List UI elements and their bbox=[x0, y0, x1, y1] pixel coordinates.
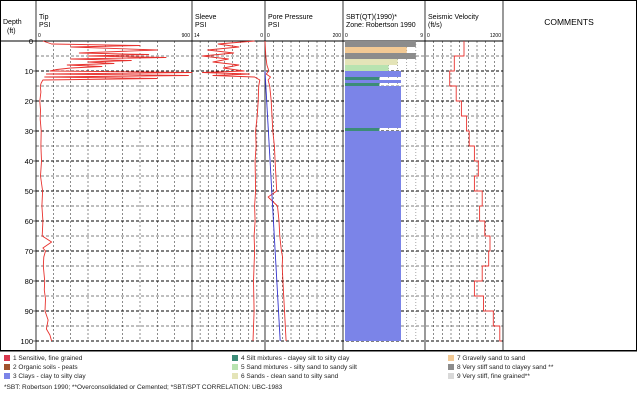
legend-item-9: 9 Very stiff, fine grained** bbox=[448, 373, 530, 381]
sbt-zone-3 bbox=[345, 131, 401, 341]
legend-item-6: 6 Sands - clean sand to silty sand bbox=[232, 373, 338, 381]
curve-tip-0 bbox=[39, 40, 193, 342]
legend-item-7: 7 Gravelly sand to sand bbox=[448, 355, 525, 363]
depth-tick-label: 40 bbox=[25, 157, 33, 166]
sbt-zone-8 bbox=[345, 53, 416, 59]
sbt-zone-4 bbox=[345, 83, 380, 86]
track-title-pore: Pore Pressure bbox=[268, 14, 313, 21]
legend-item-3: 3 Clays - clay to silty clay bbox=[4, 373, 86, 381]
curve-sleeve-0 bbox=[201, 40, 261, 342]
track-range-max-vs: 1200 bbox=[490, 33, 501, 39]
track-subtitle-tip: PSI bbox=[39, 22, 50, 29]
depth-tick-label: 90 bbox=[25, 307, 33, 316]
track-title-sbt: SBT(QT)(1990)* bbox=[346, 14, 397, 21]
track-range-min-sbt: 0 bbox=[345, 33, 348, 39]
depth-tick-label: 20 bbox=[25, 97, 33, 106]
depth-tick-label: 100 bbox=[20, 337, 33, 346]
sbt-zone-3 bbox=[345, 86, 401, 128]
track-range-min-vs: 0 bbox=[427, 33, 430, 39]
depth-tick-label: 70 bbox=[25, 247, 33, 256]
sbt-zone-7 bbox=[345, 47, 407, 53]
sbt-zone-6 bbox=[345, 59, 398, 65]
track-range-max-tip: 900 bbox=[182, 33, 191, 39]
legend-swatch bbox=[4, 355, 10, 361]
track-subtitle-sbt: Zone: Robertson 1990 bbox=[346, 22, 416, 29]
track-range-min-sleeve: 14 bbox=[194, 33, 200, 39]
track-range-max-sleeve: 0 bbox=[260, 33, 263, 39]
depth-axis-unit: (ft) bbox=[7, 28, 16, 35]
legend-swatch bbox=[448, 355, 454, 361]
sbt-zone-8 bbox=[345, 41, 416, 47]
sbt-zone-3 bbox=[345, 71, 401, 77]
legend-item-1: 1 Sensitive, fine grained bbox=[4, 355, 82, 363]
sbt-zone-4 bbox=[345, 77, 380, 80]
depth-tick-label: 80 bbox=[25, 277, 33, 286]
legend-swatch bbox=[232, 373, 238, 379]
legend-item-4: 4 Silt mixtures - clayey silt to silty c… bbox=[232, 355, 349, 363]
track-title-sleeve: Sleeve bbox=[195, 14, 217, 21]
curve-pore-0 bbox=[264, 40, 287, 342]
legend-swatch bbox=[448, 364, 454, 370]
legend-item-8: 8 Very stiff sand to clayey sand ** bbox=[448, 364, 553, 372]
track-range-max-pore: 200 bbox=[333, 33, 342, 39]
curve-vs-0 bbox=[449, 41, 502, 342]
depth-tick-label: 50 bbox=[25, 187, 33, 196]
comments-title: COMMENTS bbox=[544, 17, 594, 27]
track-range-max-sbt: 9 bbox=[420, 33, 423, 39]
legend-swatch bbox=[232, 364, 238, 370]
legend-swatch bbox=[232, 355, 238, 361]
depth-tick-label: 0 bbox=[29, 37, 33, 46]
legend-item-5: 5 Sand mixtures - silty sand to sandy si… bbox=[232, 364, 357, 372]
legend-swatch bbox=[448, 373, 454, 379]
track-subtitle-pore: PSI bbox=[268, 22, 279, 29]
sbt-zone-5 bbox=[345, 65, 389, 71]
sbt-zone-4 bbox=[345, 128, 380, 131]
track-title-vs: Seismic Velocity bbox=[428, 14, 479, 21]
curve-pore-1 bbox=[264, 70, 281, 342]
legend-swatch bbox=[4, 373, 10, 379]
depth-tick-label: 30 bbox=[25, 127, 33, 136]
legend-item-2: 2 Organic soils - peats bbox=[4, 364, 78, 372]
track-title-tip: Tip bbox=[39, 14, 49, 21]
track-subtitle-sleeve: PSI bbox=[195, 22, 206, 29]
sbt-zone-3 bbox=[345, 80, 401, 83]
track-range-min-tip: 0 bbox=[38, 33, 41, 39]
track-subtitle-vs: (ft/s) bbox=[428, 22, 442, 29]
track-range-min-pore: 0 bbox=[267, 33, 270, 39]
depth-tick-label: 10 bbox=[25, 67, 33, 76]
depth-axis-label: Depth bbox=[3, 19, 22, 26]
legend-footnote: *SBT: Robertson 1990; **Overconsolidated… bbox=[4, 384, 283, 391]
depth-tick-label: 60 bbox=[25, 217, 33, 226]
legend-swatch bbox=[4, 364, 10, 370]
